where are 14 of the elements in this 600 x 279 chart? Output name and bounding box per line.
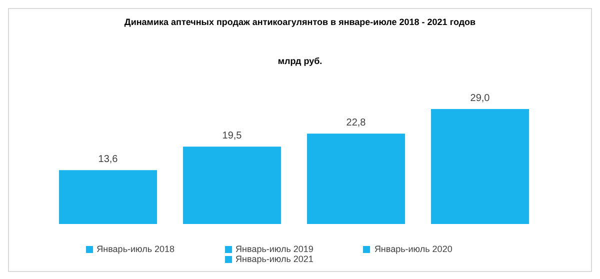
data-label: 29,0 xyxy=(470,93,490,104)
legend-label: Январь-июль 2020 xyxy=(374,244,452,254)
data-label: 13,6 xyxy=(98,154,118,166)
chart-title: Динамика аптечных продаж антикоагулянтов в январе-июле 2018 - 2021 годов xyxy=(123,17,477,27)
bar xyxy=(59,170,157,224)
bar xyxy=(431,109,529,224)
bar xyxy=(307,134,405,224)
bar xyxy=(183,146,281,224)
legend-label: Январь-июль 2018 xyxy=(96,244,175,254)
legend-label: Январь-июль 2021 xyxy=(236,254,314,264)
data-label: 19,5 xyxy=(222,130,242,142)
legend-label: Январь-июль 2019 xyxy=(236,244,314,254)
data-label: 22,8 xyxy=(346,118,366,129)
chart-subtitle: млрд руб. xyxy=(276,56,324,66)
